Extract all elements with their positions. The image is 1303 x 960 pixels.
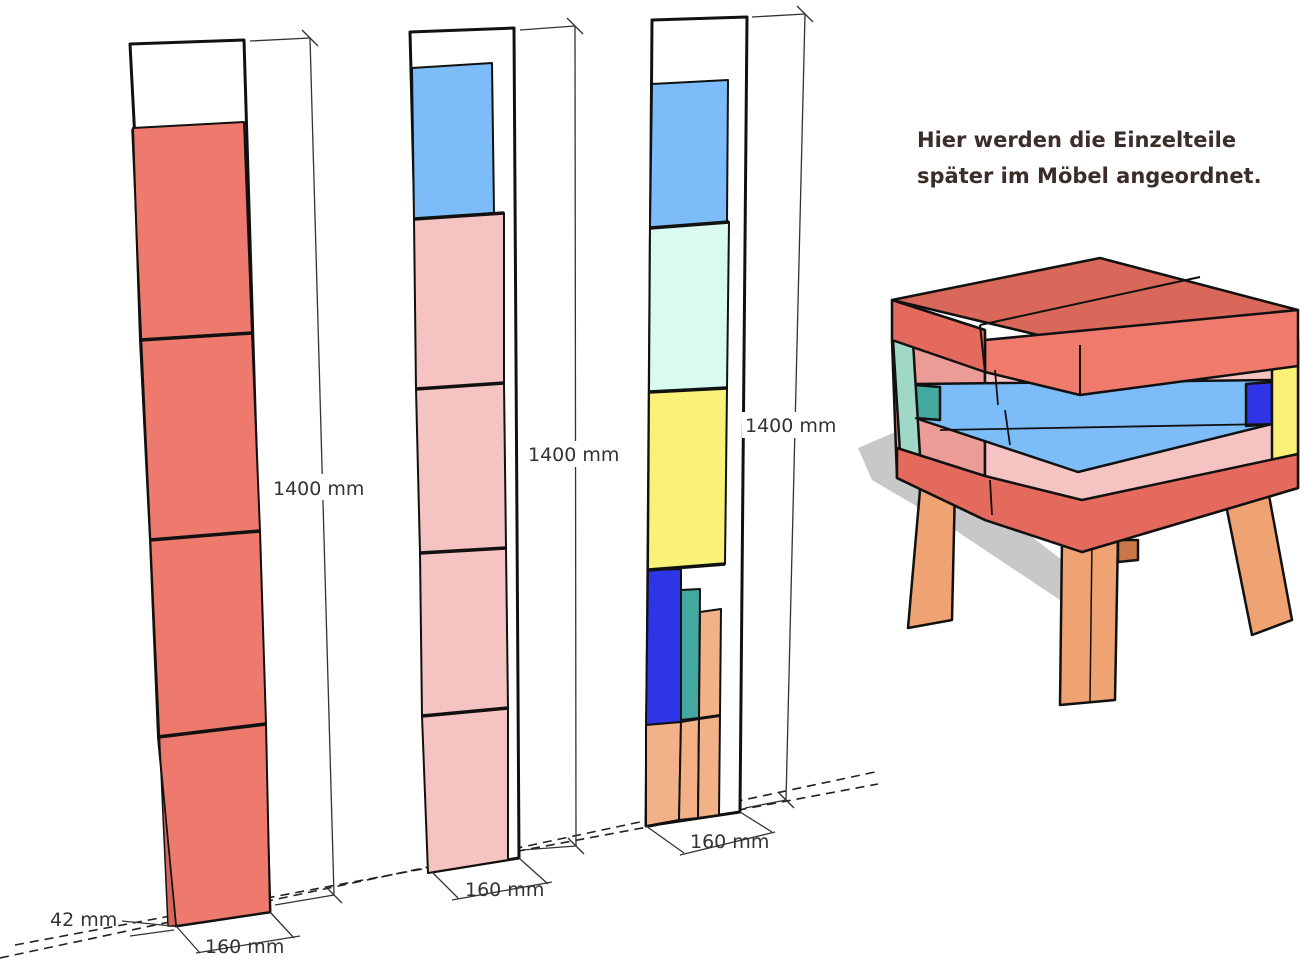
board-2-piece-2: [415, 382, 507, 554]
board-1-piece-1: [132, 121, 253, 341]
board-2-piece-1: [413, 212, 505, 390]
board-2-piece-4: [421, 707, 509, 874]
board-3-piece-teal: [680, 588, 701, 721]
stool-rail-lower: [895, 446, 1300, 554]
board-3-height-label: 1400 mm: [745, 415, 836, 437]
board-3-piece-peach-short: [698, 608, 722, 719]
board-3-width-label: 160 mm: [690, 831, 769, 853]
board-3-piece-peach-3: [697, 715, 721, 819]
board-2-height-label: 1400 mm: [528, 444, 619, 466]
stool-leg-back-left: [906, 483, 957, 630]
board-2-piece-blue: [411, 62, 495, 220]
board-3-piece-yellow: [647, 387, 728, 571]
board-1-thickness-label: 42 mm: [50, 909, 117, 931]
board-3-piece-blue: [645, 568, 682, 726]
board-1-width-label: 160 mm: [205, 936, 284, 958]
board-1-height-label: 1400 mm: [273, 478, 364, 500]
board-1-side: [131, 127, 177, 927]
stool-leg-back-right: [1223, 488, 1294, 637]
board-2: [408, 26, 521, 874]
stool-leg-front: [1058, 533, 1120, 707]
board-1: [128, 38, 272, 928]
stool-slat-blue-end: [1244, 380, 1274, 428]
stool-illustration: [858, 256, 1300, 707]
caption-line-1: Hier werden die Einzelteile: [917, 128, 1237, 152]
caption: Hier werden die Einzelteile später im Mö…: [917, 122, 1297, 194]
stool-leg-center: [1116, 538, 1140, 564]
board-3-piece-light-blue: [649, 79, 729, 229]
board-1-piece-2: [139, 332, 261, 541]
board-2-width-label: 160 mm: [465, 879, 544, 901]
board-2-piece-3: [419, 547, 509, 717]
board-1-piece-3: [149, 530, 267, 738]
board-3-piece-peach-2: [678, 718, 700, 821]
board-3-piece-peach-1: [645, 721, 682, 827]
dimension-lines: [121, 5, 814, 954]
board-1-piece-4: [157, 723, 271, 927]
board-3: [644, 15, 749, 828]
board-3-piece-mint: [648, 221, 730, 393]
caption-line-2: später im Möbel angeordnet.: [917, 164, 1262, 188]
